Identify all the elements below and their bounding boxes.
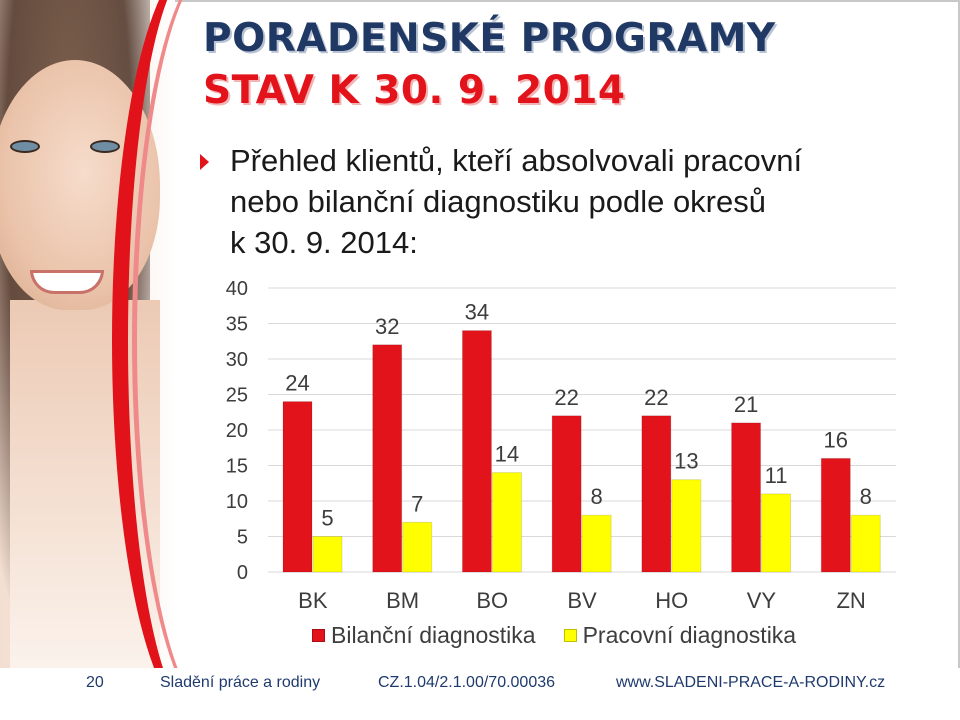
y-tick-label: 30 [226,349,248,371]
y-tick-label: 35 [226,314,248,336]
footer-project-name: Sladění práce a rodiny [160,674,321,691]
data-label-pracovni: 7 [411,491,423,516]
x-category-label: BK [298,588,328,613]
data-label-bilancni: 34 [465,300,489,325]
bar-bilancni [731,422,762,573]
bar-bilancni [282,401,313,573]
bullet-arrow-icon [200,154,209,170]
footer-website-link[interactable]: www.SLADENI-PRACE-A-RODINY.cz [616,674,886,691]
bullet-line-1: Přehled klientů, kteří absolvovali praco… [230,143,803,178]
y-tick-label: 5 [237,527,248,549]
bar-bilancni [641,415,672,573]
bar-pracovni [761,493,792,573]
page-number: 20 [86,674,104,691]
data-label-bilancni: 16 [824,427,848,452]
bar-pracovni [491,472,522,573]
y-tick-label: 25 [226,385,248,407]
legend-item-pracovni: Pracovní diagnostika [563,622,797,649]
bullet-text: Přehled klientů, kteří absolvovali praco… [230,140,930,263]
data-label-pracovni: 11 [765,463,788,488]
pink-swoosh-decoration [132,0,302,720]
y-tick-label: 0 [237,562,248,584]
legend-label-pracovni: Pracovní diagnostika [582,622,797,648]
data-label-pracovni: 5 [321,506,333,531]
data-label-pracovni: 13 [674,449,698,474]
data-label-pracovni: 8 [591,484,603,509]
bar-pracovni [581,514,612,573]
bar-pracovni [850,514,881,573]
legend-item-bilancni: Bilanční diagnostika [312,622,536,649]
data-label-bilancni: 21 [734,392,758,417]
footer-project-code: CZ.1.04/2.1.00/70.00036 [378,674,556,691]
x-category-label: BV [567,588,597,613]
portrait-eye-right [90,140,120,153]
bullet-line-2: nebo bilanční diagnostiku podle okresů [230,184,766,219]
data-label-pracovni: 14 [495,442,519,467]
x-category-label: ZN [836,588,865,613]
legend-swatch-yellow [563,629,577,642]
bar-bilancni [461,330,492,573]
y-tick-label: 10 [226,491,248,513]
y-tick-label: 40 [226,278,248,300]
page-subtitle-date: STAV K 30. 9. 2014 [203,68,626,113]
bar-bilancni [551,415,582,573]
bullet-line-3: k 30. 9. 2014: [230,225,418,260]
page-title: PORADENSKÉ PROGRAMY [203,16,776,61]
bar-pracovni [312,536,343,573]
data-label-pracovni: 8 [860,484,872,509]
footer [0,668,960,720]
portrait-smile [30,270,104,294]
chart-legend: Bilanční diagnostika Pracovní diagnostik… [312,622,824,649]
y-tick-label: 15 [226,456,248,478]
portrait-eye-left [10,140,40,153]
legend-label-bilancni: Bilanční diagnostika [331,622,536,648]
x-category-label: HO [655,588,688,613]
data-label-bilancni: 24 [285,371,309,396]
data-label-bilancni: 22 [644,385,668,410]
x-category-label: BM [386,588,419,613]
bar-bilancni [820,457,851,573]
bar-bilancni [372,344,403,573]
data-label-bilancni: 22 [554,385,578,410]
bar-pracovni [671,479,702,573]
legend-swatch-red [312,629,325,642]
y-tick-label: 20 [226,420,248,442]
data-label-bilancni: 32 [375,314,399,339]
bar-pracovni [402,521,433,573]
x-category-label: BO [476,588,508,613]
x-category-label: VY [747,588,777,613]
